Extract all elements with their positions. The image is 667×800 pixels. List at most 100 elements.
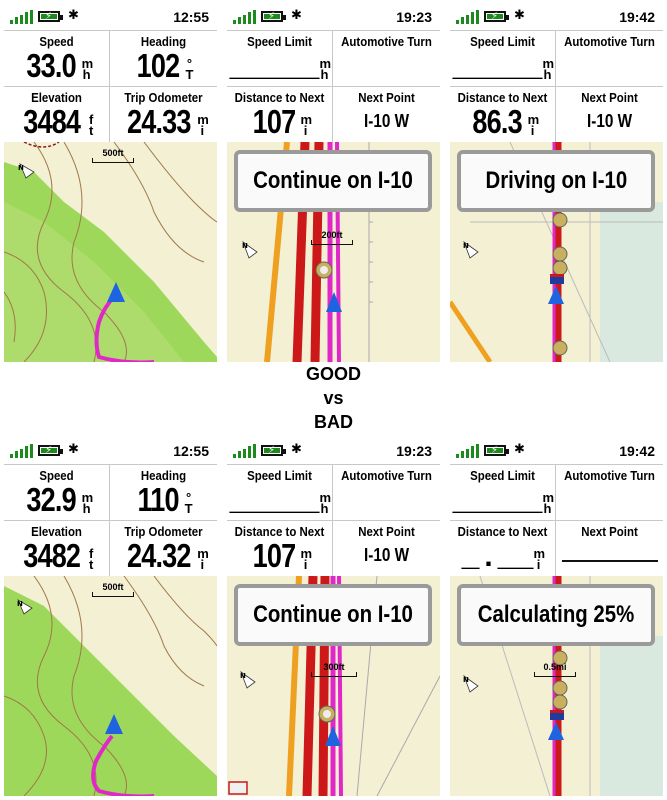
field-trip-odometer[interactable]: Trip Odometer 24.32 m i xyxy=(110,521,217,577)
field-value: 107 xyxy=(253,537,297,574)
field-value: 3482 xyxy=(23,537,81,574)
field-automotive-turn[interactable]: Automotive Turn xyxy=(556,31,663,87)
field-value: 86.3 xyxy=(472,103,523,140)
caption-bad: BAD xyxy=(314,412,353,432)
map-view[interactable]: N 200ft Continue on I-10 xyxy=(227,142,440,362)
navigation-banner: Calculating 25% xyxy=(457,584,655,646)
field-heading[interactable]: Heading 102 ° T xyxy=(110,31,217,87)
field-distance-to-next[interactable]: Distance to Next 107 m i xyxy=(227,87,333,143)
field-speed-limit[interactable]: Speed Limit _____m h xyxy=(450,31,556,87)
field-value: _____ xyxy=(229,52,320,86)
field-heading[interactable]: Heading 110 ° T xyxy=(110,465,217,521)
clock: 12:55 xyxy=(173,9,209,25)
field-next-point[interactable]: Next Point I-10 W xyxy=(333,87,440,143)
status-bar: ⚡ ✱ 19:23 xyxy=(227,438,440,464)
field-trip-odometer[interactable]: Trip Odometer 24.33 m i xyxy=(110,87,217,143)
field-unit: ° T xyxy=(185,56,194,82)
map-view[interactable]: N 0.5mi Calculating 25% xyxy=(450,576,663,796)
field-value: _.__ xyxy=(461,542,534,576)
field-next-point[interactable]: Next Point I-10 W xyxy=(556,87,663,143)
battery-charging-icon: ⚡ xyxy=(484,445,509,456)
north-arrow-icon[interactable]: N xyxy=(17,600,23,608)
field-distance-to-next[interactable]: Distance to Next 107 m i xyxy=(227,521,333,577)
data-fields: Speed Limit _____m h Automotive Turn Dist… xyxy=(227,464,440,577)
map-view[interactable]: N Driving on I-10 xyxy=(450,142,663,362)
field-label: Heading xyxy=(140,468,187,483)
north-arrow-icon[interactable]: N xyxy=(463,676,469,684)
data-fields: Speed Limit _____m h Automotive Turn Dist… xyxy=(450,30,663,143)
field-speed-limit[interactable]: Speed Limit _____m h xyxy=(450,465,556,521)
field-next-point[interactable]: Next Point xyxy=(556,521,663,577)
status-bar: ⚡ ✱ 12:55 xyxy=(4,4,217,30)
field-label: Trip Odometer xyxy=(124,524,203,539)
map-scale: 500ft xyxy=(92,148,134,163)
data-fields: Speed 32.9 m h Heading 110 ° T Elevation 348… xyxy=(4,464,217,577)
battery-charging-icon: ⚡ xyxy=(261,11,286,22)
field-label: Next Point xyxy=(581,90,638,105)
navigation-banner: Continue on I-10 xyxy=(234,584,432,646)
field-unit: ° T xyxy=(184,490,193,516)
field-label: Speed Limit xyxy=(470,468,535,483)
field-speed-limit[interactable]: Speed Limit _____m h xyxy=(227,31,333,87)
field-label: Next Point xyxy=(358,524,415,539)
status-bar: ⚡ ✱ 19:42 xyxy=(450,438,663,464)
map-scale: 0.5mi xyxy=(534,662,576,677)
bluetooth-icon: ✱ xyxy=(68,442,79,457)
signal-icon xyxy=(10,444,36,458)
data-fields: Speed 33.0 m h Heading 102 ° T Elevation 348… xyxy=(4,30,217,143)
battery-charging-icon: ⚡ xyxy=(484,11,509,22)
field-elevation[interactable]: Elevation 3482 f t xyxy=(4,521,110,577)
field-automotive-turn[interactable]: Automotive Turn xyxy=(333,31,440,87)
field-label: Automotive Turn xyxy=(341,468,432,483)
good-panel-nav-2: ⚡ ✱ 19:42 Speed Limit _____m h Automotive… xyxy=(450,4,663,362)
field-label: Speed Limit xyxy=(247,468,312,483)
bluetooth-icon: ✱ xyxy=(514,442,525,457)
field-automotive-turn[interactable]: Automotive Turn xyxy=(333,465,440,521)
field-value: I-10 W xyxy=(363,111,410,131)
north-arrow-icon[interactable]: N xyxy=(463,242,469,250)
signal-icon xyxy=(233,444,259,458)
field-value-empty xyxy=(561,546,658,562)
field-speed[interactable]: Speed 32.9 m h xyxy=(4,465,110,521)
field-value: I-10 W xyxy=(363,545,410,565)
field-distance-to-next[interactable]: Distance to Next 86.3 m i xyxy=(450,87,556,143)
field-label: Automotive Turn xyxy=(564,468,655,483)
north-arrow-icon[interactable]: N xyxy=(240,672,246,680)
field-label: Speed Limit xyxy=(247,34,312,49)
map-scale: 500ft xyxy=(92,582,134,597)
battery-charging-icon: ⚡ xyxy=(261,445,286,456)
good-panel-nav-1: ⚡ ✱ 19:23 Speed Limit _____m h Automotive… xyxy=(227,4,440,362)
caption-vs: vs xyxy=(323,388,344,408)
field-next-point[interactable]: Next Point I-10 W xyxy=(333,521,440,577)
north-arrow-icon[interactable]: N xyxy=(18,164,24,172)
field-distance-to-next[interactable]: Distance to Next _.__m i xyxy=(450,521,556,577)
map-scale: 200ft xyxy=(311,230,353,245)
signal-icon xyxy=(233,10,259,24)
field-label: Distance to Next xyxy=(457,524,548,539)
field-label: Speed xyxy=(39,468,74,483)
data-fields: Speed Limit _____m h Automotive Turn Dist… xyxy=(227,30,440,143)
comparison-caption: GOOD vs BAD xyxy=(0,362,667,434)
bad-panel-nav-2: ⚡ ✱ 19:42 Speed Limit _____m h Automotive… xyxy=(450,438,663,796)
signal-icon xyxy=(456,10,482,24)
field-elevation[interactable]: Elevation 3484 f t xyxy=(4,87,110,143)
good-panel-trip: ⚡ ✱ 12:55 Speed 33.0 m h Heading 102 ° T Ele… xyxy=(4,4,217,362)
north-arrow-icon[interactable]: N xyxy=(242,242,248,250)
field-value: I-10 W xyxy=(586,111,633,131)
field-label: Automotive Turn xyxy=(341,34,432,49)
bad-panel-nav-1: ⚡ ✱ 19:23 Speed Limit _____m h Automotive… xyxy=(227,438,440,796)
field-speed[interactable]: Speed 33.0 m h xyxy=(4,31,110,87)
field-label: Automotive Turn xyxy=(564,34,655,49)
field-speed-limit[interactable]: Speed Limit _____m h xyxy=(227,465,333,521)
map-view[interactable]: N 500ft xyxy=(4,576,217,796)
map-view[interactable]: N 300ft Continue on I-10 xyxy=(227,576,440,796)
map-view[interactable]: N 500ft xyxy=(4,142,217,362)
field-automotive-turn[interactable]: Automotive Turn xyxy=(556,465,663,521)
